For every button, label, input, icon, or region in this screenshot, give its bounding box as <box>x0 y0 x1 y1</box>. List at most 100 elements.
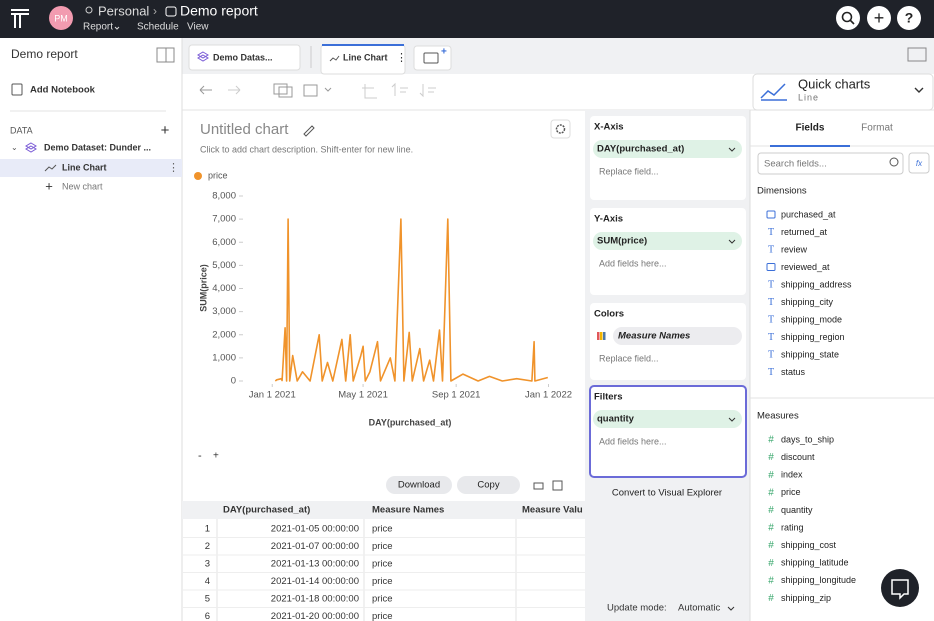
x-axis-title: DAY(purchased_at) <box>369 417 452 427</box>
field-item[interactable]: returned_at <box>781 227 828 237</box>
y-tick-label: 8,000 <box>212 191 236 202</box>
cell: 2021-01-07 00:00:00 <box>271 541 359 552</box>
text-icon: T <box>768 244 774 255</box>
cell: price <box>372 611 393 621</box>
date-icon <box>767 264 775 271</box>
cell: 2021-01-13 00:00:00 <box>271 559 359 570</box>
x-tick-label: Jan 1 2021 <box>249 390 296 401</box>
row-index: 1 <box>205 524 210 535</box>
field-item[interactable]: shipping_city <box>781 297 834 307</box>
number-icon: # <box>768 575 774 586</box>
sidebar-item[interactable]: New chart <box>62 181 103 191</box>
menu-item[interactable]: View <box>187 22 209 33</box>
y-tick-label: 0 <box>231 376 236 387</box>
chevron: › <box>153 4 157 18</box>
sidebar-item[interactable]: Line Chart <box>62 162 107 172</box>
field-item[interactable]: quantity <box>781 505 813 515</box>
field-item[interactable]: rating <box>781 522 804 532</box>
cell: price <box>372 576 393 587</box>
field-item[interactable]: shipping_longitude <box>781 575 856 585</box>
y-tick-label: 6,000 <box>212 237 236 248</box>
sort-asc[interactable] <box>392 84 408 96</box>
field-item[interactable]: price <box>781 487 801 497</box>
sort-desc[interactable] <box>420 84 436 96</box>
redo[interactable] <box>228 86 240 94</box>
number-icon: # <box>768 523 774 534</box>
convert-link[interactable]: Convert to Visual Explorer <box>612 488 722 499</box>
duplicate <box>279 87 292 97</box>
chart-title[interactable]: Untitled chart <box>200 121 289 138</box>
column-header: Measure Names <box>372 505 444 516</box>
settings-button[interactable] <box>551 120 570 138</box>
panel-tab[interactable]: Format <box>861 123 893 134</box>
update-mode-value[interactable]: Automatic <box>678 603 720 614</box>
icon: fx <box>916 159 923 168</box>
field-item[interactable]: days_to_ship <box>781 434 834 444</box>
swap[interactable] <box>362 84 377 98</box>
field-item[interactable]: discount <box>781 452 815 462</box>
row-index: 3 <box>205 559 210 570</box>
cell: price <box>372 541 393 552</box>
field-pill-label: quantity <box>597 414 635 425</box>
section-title: Dimensions <box>757 186 807 197</box>
cell: 2021-01-18 00:00:00 <box>271 594 359 605</box>
edit-icon[interactable] <box>304 126 314 136</box>
shelf-placeholder: Replace field... <box>599 353 659 363</box>
number-icon: # <box>768 540 774 551</box>
icon: + <box>874 8 885 28</box>
search-button[interactable] <box>836 6 860 30</box>
text-icon: T <box>768 227 774 238</box>
quick-charts-subtitle: Line <box>798 92 819 102</box>
field-item[interactable]: shipping_region <box>781 332 845 342</box>
shelf-title: Y-Axis <box>594 214 623 225</box>
search-placeholder: Search fields... <box>764 159 827 170</box>
legend-label: price <box>208 170 228 180</box>
field-item[interactable]: shipping_address <box>781 279 852 289</box>
y-tick-label: 1,000 <box>212 352 236 363</box>
text-icon: T <box>768 297 774 308</box>
field-item[interactable]: status <box>781 367 806 377</box>
cell: price <box>372 559 393 570</box>
expand-icon[interactable]: ⌄ <box>11 143 18 152</box>
row-index: 4 <box>205 576 210 587</box>
chart-description[interactable]: Click to add chart description. Shift-en… <box>200 144 413 154</box>
number-icon: # <box>768 487 774 498</box>
field-item[interactable]: shipping_state <box>781 349 839 359</box>
menu-item[interactable]: Report <box>83 22 113 33</box>
cell: 2021-01-20 00:00:00 <box>271 611 359 621</box>
field-item[interactable]: reviewed_at <box>781 262 830 272</box>
field-item[interactable]: shipping_zip <box>781 593 831 603</box>
add-notebook[interactable]: Add Notebook <box>30 85 96 96</box>
panel-tab[interactable]: Fields <box>796 123 825 134</box>
line-series <box>275 219 548 381</box>
duplicate[interactable] <box>274 84 287 94</box>
chat-button[interactable] <box>881 569 919 607</box>
field-item[interactable]: shipping_mode <box>781 314 842 324</box>
add-data-button[interactable]: + <box>161 122 170 139</box>
workspace[interactable]: Personal <box>98 3 149 18</box>
menu-item[interactable]: Schedule <box>137 22 179 33</box>
row-index: 2 <box>205 541 210 552</box>
zoom-in[interactable]: + <box>213 451 219 462</box>
field-item[interactable]: review <box>781 244 808 254</box>
field-item[interactable]: index <box>781 470 803 480</box>
view-icon[interactable] <box>553 481 562 490</box>
report-title[interactable]: Demo report <box>180 3 258 19</box>
more-button[interactable]: ⋮ <box>168 162 179 174</box>
clear[interactable] <box>304 85 317 96</box>
y-axis-title: SUM(price) <box>198 264 208 312</box>
section-title: Measures <box>757 411 799 422</box>
dataset[interactable]: Demo Dataset: Dunder ... <box>44 142 151 152</box>
x-tick-label: May 1 2021 <box>338 390 388 401</box>
field-item[interactable]: purchased_at <box>781 209 836 219</box>
undo[interactable] <box>200 86 212 94</box>
shelf-placeholder: Add fields here... <box>599 436 667 446</box>
zoom-out[interactable]: - <box>198 450 202 462</box>
more-button[interactable]: ⋮ <box>396 52 407 64</box>
view-icon[interactable] <box>534 483 543 489</box>
field-item[interactable]: shipping_cost <box>781 540 837 550</box>
field-item[interactable]: shipping_latitude <box>781 558 849 568</box>
row-index: 6 <box>205 611 210 621</box>
